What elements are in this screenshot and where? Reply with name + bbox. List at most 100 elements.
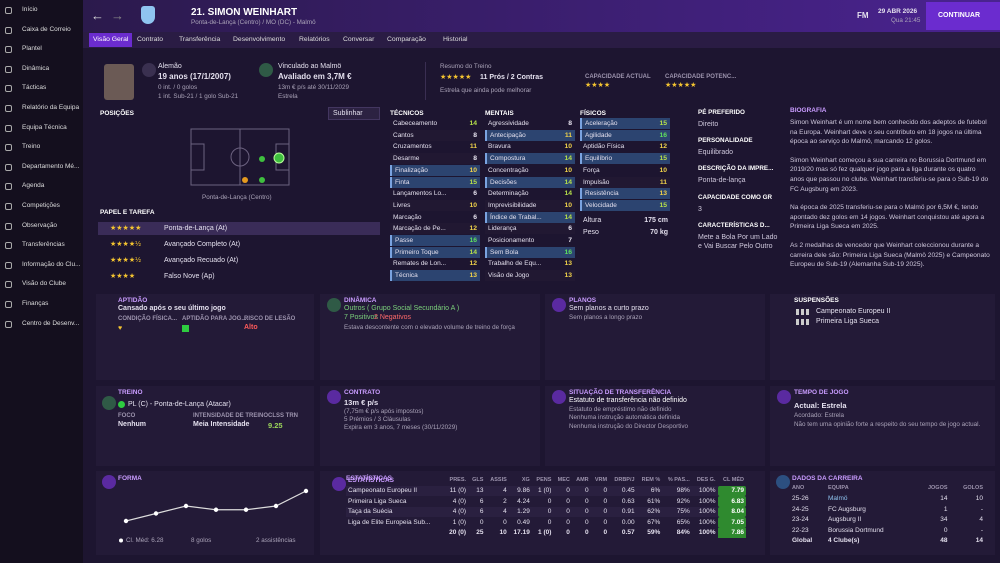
nav-item[interactable]: Dinâmica (22, 64, 50, 72)
career-row: 24-25 FC Augsburg 1 - (790, 504, 985, 515)
nav-item[interactable]: Equipa Técnica (22, 123, 67, 131)
forward-arrow[interactable]: → (111, 8, 124, 23)
bonuses: 5 Prémios / 3 Cláusulas (344, 416, 411, 423)
role-row[interactable]: ★★★★½ Avançado Recuado (At) (98, 254, 380, 267)
nav-item[interactable]: Finanças (22, 300, 49, 307)
form-point (153, 511, 159, 516)
attr-row: Aptidão Física 12 (580, 141, 670, 152)
continue-button[interactable]: CONTINUAR (926, 2, 1000, 30)
dropdown-label[interactable]: Sublinhar (333, 110, 363, 117)
transfer-line: Estatuto de empréstimo não definido (569, 405, 672, 413)
match-fitness-icon (182, 325, 189, 332)
role-row[interactable]: ★★★★ Falso Nove (Ap) (98, 270, 380, 283)
card-title[interactable]: DINÂMICA (344, 297, 377, 304)
nav-item[interactable]: Tácticas (22, 84, 47, 92)
nav-item[interactable]: Informação do Clu... (22, 260, 81, 268)
career-row: 25-26 Malmö 14 10 (790, 494, 985, 505)
attr-name: Compostura (490, 155, 526, 163)
nav-icon[interactable] (5, 183, 12, 191)
nav-icon[interactable] (5, 222, 12, 230)
nav-icon[interactable] (5, 105, 12, 112)
tab[interactable]: Desenvolvimento (233, 36, 286, 43)
nav-item[interactable]: Plantel (22, 45, 42, 53)
form-point (123, 518, 129, 524)
nav-item[interactable]: Observação (22, 221, 58, 229)
attr-value: 14 (564, 178, 572, 186)
info-label: CAPACIDADE COMO GR (698, 194, 773, 201)
nav-icon[interactable] (5, 301, 12, 308)
nav-icon[interactable] (5, 163, 12, 171)
attr-value: 13 (659, 190, 667, 198)
card-title[interactable]: ESTATÍSTICAS (346, 475, 392, 482)
nav-icon[interactable] (5, 124, 12, 132)
card-title[interactable]: TEMPO DE JOGO (794, 389, 849, 396)
role-row[interactable]: ★★★★★ Ponta-de-Lança (At) (98, 222, 380, 235)
career-table: ANO EQUIPA JOGOS GOLOS 25-26 Malmö 14 10 24-25 FC… (790, 483, 985, 546)
card-title[interactable]: SUSPENSÕES (794, 297, 839, 304)
stat-total: 25 (476, 529, 484, 537)
nav-item[interactable]: Agenda (22, 182, 45, 190)
header-row: ESTATÍSTICAS PRES. GLS ASSIS XG PENS MEC AMR VRM… (346, 475, 746, 486)
club: Vinculado ao Malmö (278, 63, 342, 70)
nav-icon[interactable] (5, 85, 12, 93)
tab[interactable]: Contrato (137, 36, 164, 43)
attr-row: Índice de Trabal... 14 (485, 211, 575, 223)
transfer-card: SITUAÇÃO DE TRANSFERÊNCIA Estatuto de tr… (545, 386, 765, 466)
nav-icon[interactable] (5, 65, 12, 73)
stat-cell: 92% (676, 497, 690, 505)
role-row[interactable]: ★★★★½ Avançado Completo (At) (98, 238, 380, 251)
career-cell: 10 (975, 495, 983, 503)
legend-dot (119, 538, 123, 543)
club-crest[interactable] (141, 6, 155, 24)
attr-value: 11 (564, 131, 572, 139)
card-title[interactable]: FORMA (118, 475, 142, 482)
nav-item[interactable]: Departamento Mé... (22, 162, 80, 170)
tab[interactable]: Transferência (179, 36, 221, 43)
tab[interactable]: Historial (443, 36, 468, 43)
column-header: JOGOS (927, 485, 948, 492)
card-title[interactable]: DADOS DA CARREIRA (792, 475, 863, 482)
nav-item[interactable]: Centro de Desenv... (22, 319, 80, 327)
attr-row: Equilíbrio 15 (580, 153, 670, 165)
career-total: 14 (975, 537, 983, 545)
nav-icon[interactable] (5, 281, 12, 289)
stat-total: 7.86 (717, 527, 746, 538)
nav-icon[interactable] (5, 242, 12, 250)
attr-name: Liderança (488, 225, 517, 233)
attr-value: 13 (469, 272, 477, 280)
stat-total: 84% (676, 529, 690, 537)
attr-name: Finalização (395, 166, 428, 174)
card-title[interactable]: CONTRATO (344, 389, 381, 396)
highlight-dropdown[interactable]: Sublinhar (328, 107, 380, 120)
nav-icon[interactable] (5, 7, 12, 14)
fm-logo[interactable]: FM (857, 11, 869, 20)
icon (777, 390, 791, 404)
back-arrow[interactable]: ← (91, 8, 104, 23)
nav-item[interactable]: Início (22, 6, 38, 13)
nav-item[interactable]: Visão do Clube (22, 280, 66, 288)
tab[interactable]: Visão Geral (89, 33, 133, 47)
card-title[interactable]: APTIDÃO (118, 297, 148, 304)
continue-label[interactable]: CONTINUAR (938, 12, 980, 19)
nav-icon[interactable] (5, 261, 12, 269)
nav-item[interactable]: Treino (22, 143, 41, 151)
nav-item[interactable]: Competições (22, 202, 60, 209)
nav-icon[interactable] (5, 46, 12, 54)
card-title[interactable]: PLANOS (569, 297, 597, 304)
card-title[interactable]: TREINO (118, 389, 143, 396)
card-title[interactable]: SITUAÇÃO DE TRANSFERÊNCIA (569, 389, 672, 396)
nav-icon[interactable] (5, 144, 12, 152)
nav-icon[interactable] (5, 26, 12, 34)
attr-name: Força (583, 166, 600, 174)
nav-item[interactable]: Caixa de Correio (22, 25, 71, 33)
nav-icon[interactable] (5, 320, 12, 328)
nav-item[interactable]: Transferências (22, 241, 65, 249)
tab[interactable]: Comparação (387, 36, 426, 43)
stat-cell: 7.05 (717, 517, 746, 528)
tab[interactable]: Conversar (343, 36, 375, 43)
nav-item[interactable]: Relatório da Equipa (22, 104, 80, 111)
stat-cell: 61% (647, 497, 661, 505)
nav-icon[interactable] (5, 203, 12, 210)
attr-row: Antecipação 11 (485, 129, 575, 141)
tab[interactable]: Relatórios (299, 36, 330, 43)
